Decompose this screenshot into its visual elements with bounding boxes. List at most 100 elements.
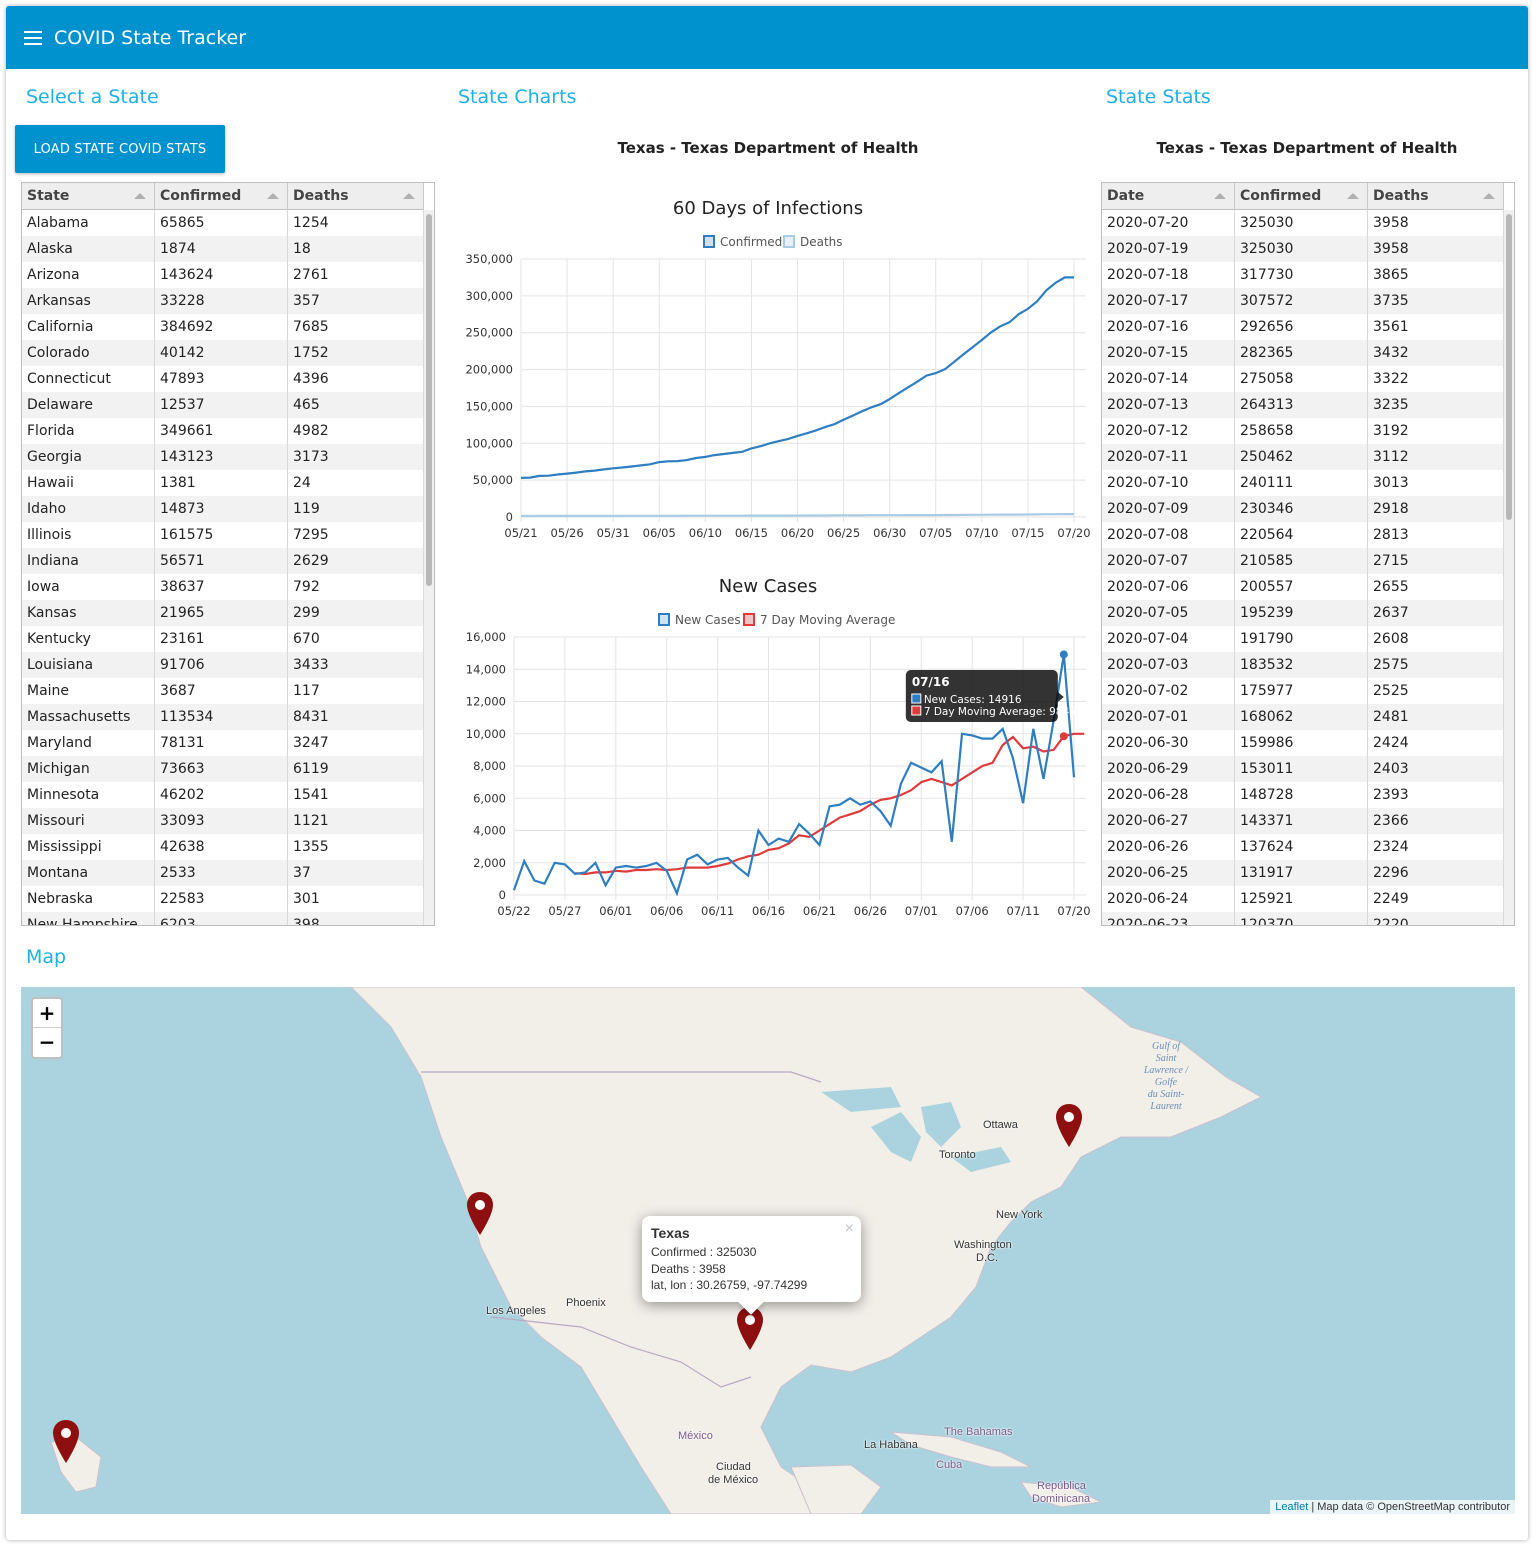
table-row[interactable]: Minnesota 46202 1541 xyxy=(22,782,424,808)
table-row[interactable]: 2020-07-19 325030 3958 xyxy=(1102,236,1504,262)
x-tick-label: 06/26 xyxy=(854,904,887,918)
table-row[interactable]: Maine 3687 117 xyxy=(22,678,424,704)
table-row[interactable]: Nebraska 22583 301 xyxy=(22,886,424,912)
table-row[interactable]: Mississippi 42638 1355 xyxy=(22,834,424,860)
table-cell: Illinois xyxy=(22,522,155,548)
table-row[interactable]: 2020-07-07 210585 2715 xyxy=(1102,548,1504,574)
table-row[interactable]: Michigan 73663 6119 xyxy=(22,756,424,782)
table-cell: 21965 xyxy=(155,600,288,626)
table-cell: 1541 xyxy=(288,782,424,808)
table-row[interactable]: 2020-06-25 131917 2296 xyxy=(1102,860,1504,886)
table-row[interactable]: Kansas 21965 299 xyxy=(22,600,424,626)
table-row[interactable]: 2020-07-16 292656 3561 xyxy=(1102,314,1504,340)
table-row[interactable]: Montana 2533 37 xyxy=(22,860,424,886)
table-row[interactable]: Alaska 1874 18 xyxy=(22,236,424,262)
column-header-confirmed[interactable]: Confirmed xyxy=(1235,183,1368,210)
table-cell: 183532 xyxy=(1235,652,1368,678)
table-row[interactable]: 2020-07-05 195239 2637 xyxy=(1102,600,1504,626)
table-row[interactable]: 2020-07-04 191790 2608 xyxy=(1102,626,1504,652)
column-header-deaths[interactable]: Deaths xyxy=(288,183,424,210)
zoom-out-button[interactable]: − xyxy=(38,1030,56,1054)
y-tick-label: 8,000 xyxy=(473,759,506,773)
popup-latlon: lat, lon : 30.26759, -97.74299 xyxy=(651,1278,808,1292)
scrollbar-thumb[interactable] xyxy=(1506,214,1512,520)
table-row[interactable]: 2020-07-03 183532 2575 xyxy=(1102,652,1504,678)
map-label-la-habana: La Habana xyxy=(864,1439,918,1451)
table-cell: Hawaii xyxy=(22,470,155,496)
y-tick-label: 6,000 xyxy=(473,791,506,805)
table-row[interactable]: 2020-07-20 325030 3958 xyxy=(1102,210,1504,236)
table-row[interactable]: 2020-07-06 200557 2655 xyxy=(1102,574,1504,600)
map-marker-pin-icon[interactable] xyxy=(465,1190,495,1240)
column-header-confirmed[interactable]: Confirmed xyxy=(155,183,288,210)
table-row[interactable]: 2020-06-23 120370 2220 xyxy=(1102,912,1504,925)
table-row[interactable]: 2020-06-24 125921 2249 xyxy=(1102,886,1504,912)
table-row[interactable]: 2020-07-11 250462 3112 xyxy=(1102,444,1504,470)
table-row[interactable]: 2020-07-14 275058 3322 xyxy=(1102,366,1504,392)
table-row[interactable]: 2020-07-01 168062 2481 xyxy=(1102,704,1504,730)
table-row[interactable]: 2020-07-13 264313 3235 xyxy=(1102,392,1504,418)
column-header-date[interactable]: Date xyxy=(1102,183,1235,210)
table-row[interactable]: 2020-07-12 258658 3192 xyxy=(1102,418,1504,444)
table-row[interactable]: Missouri 33093 1121 xyxy=(22,808,424,834)
table-row[interactable]: 2020-06-27 143371 2366 xyxy=(1102,808,1504,834)
table-row[interactable]: 2020-07-15 282365 3432 xyxy=(1102,340,1504,366)
table-row[interactable]: Illinois 161575 7295 xyxy=(22,522,424,548)
table-row[interactable]: 2020-07-17 307572 3735 xyxy=(1102,288,1504,314)
table-row[interactable]: 2020-07-02 175977 2525 xyxy=(1102,678,1504,704)
table-row[interactable]: New Hampshire 6203 398 xyxy=(22,912,424,925)
table-cell: 175977 xyxy=(1235,678,1368,704)
table-cell: 6203 xyxy=(155,912,288,925)
table-row[interactable]: 2020-07-08 220564 2813 xyxy=(1102,522,1504,548)
x-tick-label: 07/05 xyxy=(919,526,952,540)
leaflet-map[interactable]: + − Ottawa Toronto New York Washington D… xyxy=(21,987,1515,1514)
table-cell: 3013 xyxy=(1368,470,1504,496)
table-row[interactable]: Alabama 65865 1254 xyxy=(22,210,424,236)
table-row[interactable]: 2020-06-26 137624 2324 xyxy=(1102,834,1504,860)
map-marker-pin-icon[interactable] xyxy=(735,1305,765,1355)
table-cell: 65865 xyxy=(155,210,288,236)
stats-grid-scrollbar[interactable] xyxy=(1503,210,1514,925)
leaflet-link[interactable]: Leaflet xyxy=(1275,1501,1309,1513)
table-cell: Nebraska xyxy=(22,886,155,912)
table-row[interactable]: Maryland 78131 3247 xyxy=(22,730,424,756)
table-row[interactable]: Iowa 38637 792 xyxy=(22,574,424,600)
table-row[interactable]: Idaho 14873 119 xyxy=(22,496,424,522)
table-row[interactable]: Massachusetts 113534 8431 xyxy=(22,704,424,730)
table-row[interactable]: 2020-06-28 148728 2393 xyxy=(1102,782,1504,808)
x-tick-label: 07/11 xyxy=(1007,904,1040,918)
table-row[interactable]: 2020-06-29 153011 2403 xyxy=(1102,756,1504,782)
state-grid-scrollbar[interactable] xyxy=(423,210,434,925)
table-row[interactable]: Connecticut 47893 4396 xyxy=(22,366,424,392)
table-row[interactable]: 2020-06-30 159986 2424 xyxy=(1102,730,1504,756)
table-cell: 191790 xyxy=(1235,626,1368,652)
popup-close-icon[interactable]: × xyxy=(844,1220,854,1237)
table-cell: 143371 xyxy=(1235,808,1368,834)
table-cell: 792 xyxy=(288,574,424,600)
table-cell: 1381 xyxy=(155,470,288,496)
table-row[interactable]: Kentucky 23161 670 xyxy=(22,626,424,652)
table-row[interactable]: Indiana 56571 2629 xyxy=(22,548,424,574)
table-row[interactable]: 2020-07-18 317730 3865 xyxy=(1102,262,1504,288)
table-row[interactable]: Delaware 12537 465 xyxy=(22,392,424,418)
scrollbar-thumb[interactable] xyxy=(426,214,432,586)
column-header-deaths[interactable]: Deaths xyxy=(1368,183,1504,210)
map-marker-pin-icon[interactable] xyxy=(1054,1102,1084,1152)
map-marker-pin-icon[interactable] xyxy=(51,1418,81,1468)
table-row[interactable]: Georgia 143123 3173 xyxy=(22,444,424,470)
sort-asc-icon xyxy=(1483,193,1495,199)
table-row[interactable]: 2020-07-09 230346 2918 xyxy=(1102,496,1504,522)
table-row[interactable]: Hawaii 1381 24 xyxy=(22,470,424,496)
series-line xyxy=(521,513,1074,518)
zoom-in-button[interactable]: + xyxy=(33,999,61,1028)
table-row[interactable]: Arkansas 33228 357 xyxy=(22,288,424,314)
table-row[interactable]: Louisiana 91706 3433 xyxy=(22,652,424,678)
column-header-state[interactable]: State xyxy=(22,183,155,210)
table-row[interactable]: California 384692 7685 xyxy=(22,314,424,340)
table-row[interactable]: Florida 349661 4982 xyxy=(22,418,424,444)
load-state-stats-button[interactable]: LOAD STATE COVID STATS xyxy=(15,125,225,173)
table-row[interactable]: 2020-07-10 240111 3013 xyxy=(1102,470,1504,496)
table-row[interactable]: Arizona 143624 2761 xyxy=(22,262,424,288)
table-row[interactable]: Colorado 40142 1752 xyxy=(22,340,424,366)
hamburger-menu-icon[interactable] xyxy=(24,30,42,45)
